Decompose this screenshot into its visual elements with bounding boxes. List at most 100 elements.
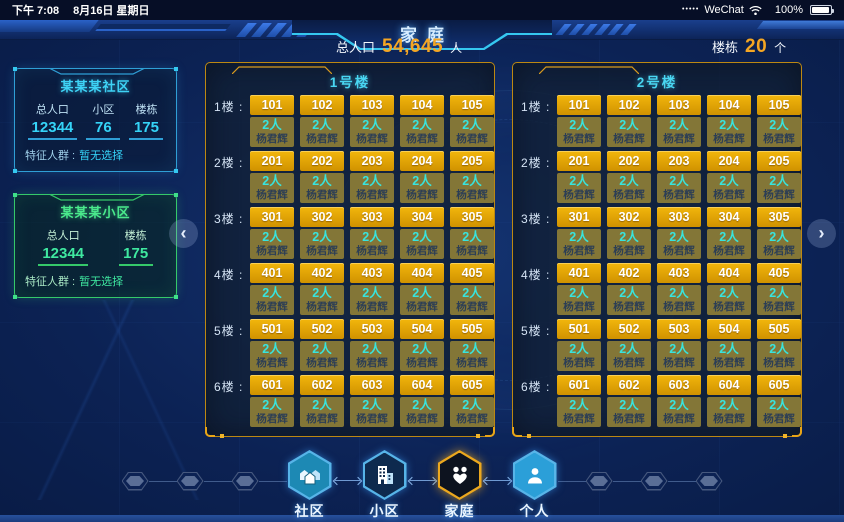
- room-cell[interactable]: 203 2人 杨君辉: [657, 151, 701, 203]
- room-cell[interactable]: 201 2人 杨君辉: [557, 151, 601, 203]
- next-page-button[interactable]: ›: [807, 219, 836, 248]
- sidebar-card-2[interactable]: 某某某小区 总人口 12344 楼栋 175 特征人群 : 暂无选择: [13, 193, 178, 299]
- room-cell[interactable]: 502 2人 杨君辉: [300, 319, 344, 371]
- room-cell[interactable]: 204 2人 杨君辉: [707, 151, 751, 203]
- room-resident-name: 杨君辉: [406, 245, 438, 257]
- room-cell[interactable]: 403 2人 杨君辉: [657, 263, 701, 315]
- room-cell[interactable]: 305 2人 杨君辉: [757, 207, 801, 259]
- room-cell[interactable]: 401 2人 杨君辉: [557, 263, 601, 315]
- chevron-right-icon: [503, 476, 512, 485]
- room-cell[interactable]: 603 2人 杨君辉: [350, 375, 394, 427]
- room-cell[interactable]: 501 2人 杨君辉: [557, 319, 601, 371]
- room-cell[interactable]: 303 2人 杨君辉: [657, 207, 701, 259]
- prev-page-button[interactable]: ‹: [169, 219, 198, 248]
- battery-icon: [810, 5, 834, 15]
- floors-list: 1楼 :101 2人 杨君辉 102 2人 杨君辉 103 2人 杨君辉 104 2人 杨君辉 105 2…: [521, 95, 801, 431]
- room-cell[interactable]: 102 2人 杨君辉: [607, 95, 651, 147]
- nav-item-label: 个人: [519, 503, 550, 519]
- nav-item-community[interactable]: 社区: [287, 450, 333, 519]
- room-cell[interactable]: 304 2人 杨君辉: [400, 207, 444, 259]
- floor-label: 3楼 :: [521, 212, 551, 226]
- room-cell[interactable]: 205 2人 杨君辉: [450, 151, 494, 203]
- status-bar: 下午 7:08 8月16日 星期日 ••••• WeChat 100%: [0, 0, 844, 20]
- room-cell[interactable]: 504 2人 杨君辉: [400, 319, 444, 371]
- room-cell[interactable]: 404 2人 杨君辉: [400, 263, 444, 315]
- room-info: 2人 杨君辉: [300, 397, 344, 427]
- room-cell[interactable]: 402 2人 杨君辉: [300, 263, 344, 315]
- room-cell[interactable]: 202 2人 杨君辉: [607, 151, 651, 203]
- room-cell[interactable]: 105 2人 杨君辉: [757, 95, 801, 147]
- room-cell[interactable]: 201 2人 杨君辉: [250, 151, 294, 203]
- room-cell[interactable]: 103 2人 杨君辉: [657, 95, 701, 147]
- feature-value[interactable]: 暂无选择: [79, 276, 124, 288]
- feature-value[interactable]: 暂无选择: [79, 150, 124, 162]
- chevron-left-icon: [407, 476, 416, 485]
- room-cell[interactable]: 405 2人 杨君辉: [757, 263, 801, 315]
- chevron-right-icon: [353, 476, 362, 485]
- room-cell[interactable]: 501 2人 杨君辉: [250, 319, 294, 371]
- room-cell[interactable]: 605 2人 杨君辉: [450, 375, 494, 427]
- room-cell[interactable]: 404 2人 杨君辉: [707, 263, 751, 315]
- room-cell[interactable]: 302 2人 杨君辉: [300, 207, 344, 259]
- panel-corner-dot: [783, 434, 787, 438]
- room-cell[interactable]: 604 2人 杨君辉: [707, 375, 751, 427]
- room-cell[interactable]: 301 2人 杨君辉: [557, 207, 601, 259]
- room-info: 2人 杨君辉: [557, 117, 601, 147]
- room-cell[interactable]: 505 2人 杨君辉: [757, 319, 801, 371]
- nav-item-person[interactable]: 个人: [512, 450, 558, 519]
- room-cell[interactable]: 405 2人 杨君辉: [450, 263, 494, 315]
- room-cell[interactable]: 504 2人 杨君辉: [707, 319, 751, 371]
- room-cell[interactable]: 602 2人 杨君辉: [300, 375, 344, 427]
- room-cell[interactable]: 301 2人 杨君辉: [250, 207, 294, 259]
- room-occupant-count: 2人: [262, 342, 282, 356]
- room-resident-name: 杨君辉: [256, 357, 288, 369]
- room-cell[interactable]: 402 2人 杨君辉: [607, 263, 651, 315]
- room-cell[interactable]: 202 2人 杨君辉: [300, 151, 344, 203]
- wifi-icon: [749, 5, 762, 15]
- room-cell[interactable]: 303 2人 杨君辉: [350, 207, 394, 259]
- sidebar-card-1[interactable]: 某某某社区 总人口 12344 小区 76 楼栋 175 特征人群 : 暂无选择: [13, 67, 178, 173]
- nav-item-neighborhood[interactable]: 小区: [362, 450, 408, 519]
- floors-list: 1楼 :101 2人 杨君辉 102 2人 杨君辉 103 2人 杨君辉 104 2人 杨君辉 105 2…: [214, 95, 494, 431]
- room-cell[interactable]: 503 2人 杨君辉: [657, 319, 701, 371]
- room-cell[interactable]: 601 2人 杨君辉: [557, 375, 601, 427]
- floor-row: 5楼 :501 2人 杨君辉 502 2人 杨君辉 503 2人 杨君辉 504 2人 杨君辉 505 2…: [521, 319, 801, 375]
- room-cell[interactable]: 101 2人 杨君辉: [250, 95, 294, 147]
- room-cell[interactable]: 302 2人 杨君辉: [607, 207, 651, 259]
- room-cell[interactable]: 103 2人 杨君辉: [350, 95, 394, 147]
- room-cell[interactable]: 104 2人 杨君辉: [400, 95, 444, 147]
- nav-item-family[interactable]: 家庭: [437, 450, 483, 519]
- room-resident-name: 杨君辉: [456, 133, 488, 145]
- room-cell[interactable]: 105 2人 杨君辉: [450, 95, 494, 147]
- floor-row: 1楼 :101 2人 杨君辉 102 2人 杨君辉 103 2人 杨君辉 104 2人 杨君辉 105 2…: [521, 95, 801, 151]
- room-cell[interactable]: 602 2人 杨君辉: [607, 375, 651, 427]
- room-cell[interactable]: 104 2人 杨君辉: [707, 95, 751, 147]
- room-cell[interactable]: 505 2人 杨君辉: [450, 319, 494, 371]
- room-cell[interactable]: 101 2人 杨君辉: [557, 95, 601, 147]
- room-resident-name: 杨君辉: [356, 133, 388, 145]
- room-resident-name: 杨君辉: [306, 413, 338, 425]
- room-cell[interactable]: 604 2人 杨君辉: [400, 375, 444, 427]
- room-info: 2人 杨君辉: [250, 397, 294, 427]
- room-cell[interactable]: 203 2人 杨君辉: [350, 151, 394, 203]
- room-number: 403: [350, 263, 394, 283]
- room-cell[interactable]: 305 2人 杨君辉: [450, 207, 494, 259]
- room-cell[interactable]: 601 2人 杨君辉: [250, 375, 294, 427]
- card-corner-dot: [13, 169, 17, 173]
- room-cell[interactable]: 102 2人 杨君辉: [300, 95, 344, 147]
- room-cell[interactable]: 603 2人 杨君辉: [657, 375, 701, 427]
- room-cell[interactable]: 503 2人 杨君辉: [350, 319, 394, 371]
- room-cell[interactable]: 204 2人 杨君辉: [400, 151, 444, 203]
- room-occupant-count: 2人: [769, 342, 789, 356]
- building-panel-1: 1号楼 1楼 :101 2人 杨君辉 102 2人 杨君辉 103 2人 杨君辉 104 2人 杨君辉 1…: [205, 62, 495, 438]
- room-info: 2人 杨君辉: [250, 285, 294, 315]
- rooms-row: 201 2人 杨君辉 202 2人 杨君辉 203 2人 杨君辉 204 2人 杨君辉 205 2人 杨君辉: [250, 151, 494, 203]
- room-cell[interactable]: 605 2人 杨君辉: [757, 375, 801, 427]
- room-cell[interactable]: 304 2人 杨君辉: [707, 207, 751, 259]
- room-cell[interactable]: 401 2人 杨君辉: [250, 263, 294, 315]
- room-info: 2人 杨君辉: [607, 285, 651, 315]
- room-cell[interactable]: 403 2人 杨君辉: [350, 263, 394, 315]
- floor-row: 3楼 : 301 2人 杨君辉 302 2人 杨君辉 303 2人 杨君辉 304 2人 杨君辉 305 2…: [521, 207, 801, 263]
- room-cell[interactable]: 502 2人 杨君辉: [607, 319, 651, 371]
- room-cell[interactable]: 205 2人 杨君辉: [757, 151, 801, 203]
